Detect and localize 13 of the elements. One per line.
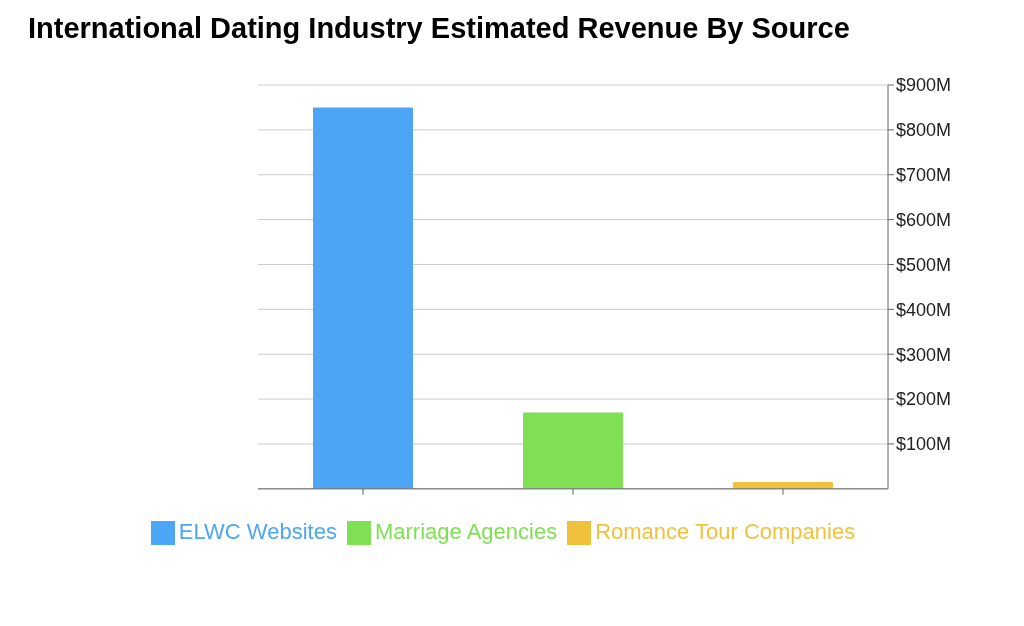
legend-label: Marriage Agencies — [374, 518, 558, 544]
y-tick-label: $600M — [896, 209, 952, 230]
legend-label: ELWC Websites — [178, 518, 337, 544]
y-tick-label: $300M — [896, 344, 952, 365]
chart-title: International Dating Industry Estimated Revenue By Source — [28, 12, 851, 45]
y-tick-label: $200M — [896, 389, 952, 410]
y-tick-label: $500M — [896, 254, 952, 275]
y-tick-label: $400M — [896, 299, 952, 320]
legend-label: Romance Tour Companies — [595, 518, 856, 544]
y-tick-label: $900M — [896, 75, 952, 96]
y-tick-label: $800M — [896, 120, 952, 141]
y-tick-label: $700M — [896, 165, 952, 186]
y-tick-label: $100M — [896, 434, 952, 455]
